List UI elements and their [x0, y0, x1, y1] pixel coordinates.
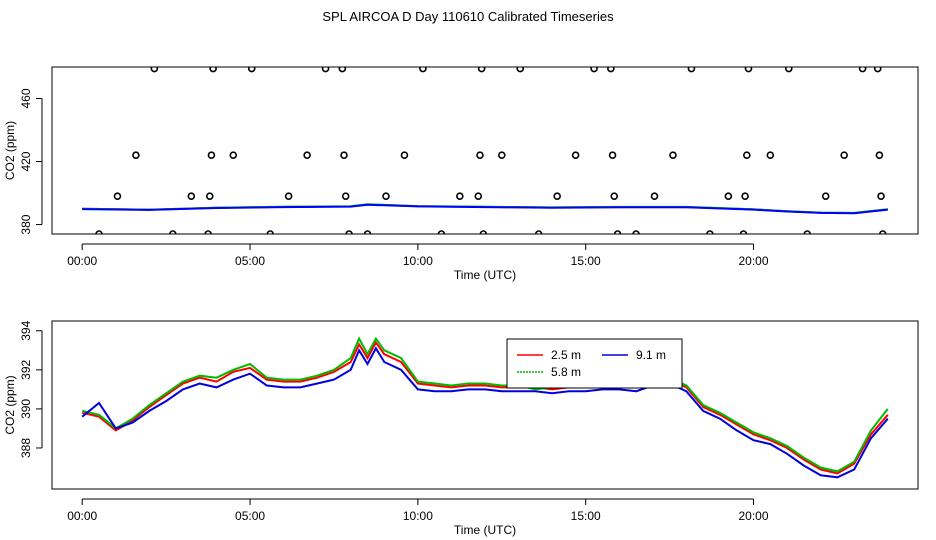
data-point [875, 151, 884, 160]
plot-area [81, 336, 889, 479]
data-point [209, 67, 217, 73]
data-point [803, 230, 812, 234]
data-point [687, 67, 696, 73]
series-line-2-5-m [81, 340, 889, 475]
data-point [534, 230, 543, 234]
data-point [363, 230, 372, 234]
data-point [132, 151, 140, 160]
data-point [743, 151, 751, 160]
y-tick-label: 390 [19, 399, 33, 419]
data-point [340, 151, 348, 160]
data-point [229, 151, 238, 160]
data-point [632, 230, 640, 234]
x-tick-label: 00:00 [67, 509, 97, 523]
data-point [341, 192, 350, 200]
data-point [766, 151, 775, 160]
x-tick-label: 20:00 [739, 509, 769, 523]
data-point [479, 230, 488, 234]
data-point [706, 230, 714, 234]
data-point [187, 192, 196, 200]
data-point [207, 151, 216, 160]
x-axis-label: Time (UTC) [454, 268, 516, 282]
data-point [784, 67, 793, 73]
data-point [382, 192, 390, 200]
data-point [456, 192, 464, 200]
data-point [303, 151, 311, 160]
data-point [613, 230, 622, 234]
data-point [284, 192, 293, 200]
legend-label: 2.5 m [551, 348, 581, 362]
data-point [497, 151, 506, 160]
x-tick-label: 15:00 [571, 254, 601, 268]
data-point [821, 192, 830, 200]
x-tick-label: 05:00 [235, 509, 265, 523]
data-point [858, 67, 867, 73]
plot-area [82, 67, 888, 234]
series-line-9-1-m [81, 346, 889, 479]
data-point [840, 151, 848, 160]
y-axis-label: CO2 (ppm) [3, 121, 17, 180]
data-point [476, 151, 484, 160]
x-tick-label: 05:00 [235, 254, 265, 268]
data-point [741, 192, 749, 200]
data-point [590, 67, 598, 73]
data-point [878, 230, 887, 234]
page-title: SPL AIRCOA D Day 110610 Calibrated Times… [322, 9, 614, 24]
data-point [437, 230, 446, 234]
legend: 2.5 m 5.8 m 9.1 m [506, 338, 683, 389]
data-point [739, 230, 748, 234]
data-point [553, 192, 561, 200]
y-tick-label: 460 [19, 88, 33, 108]
x-tick-label: 20:00 [739, 254, 769, 268]
data-point [571, 151, 580, 160]
series-line-3 [82, 203, 888, 215]
data-point [516, 67, 525, 73]
data-point [873, 67, 882, 73]
data-point [419, 67, 427, 73]
x-axis-label: Time (UTC) [454, 523, 516, 537]
plot-panel-1: 00:00 05:00 10:00 15:00 20:00 Time (UTC) 380 42… [3, 66, 919, 282]
data-point [724, 192, 733, 200]
data-point [877, 192, 885, 200]
data-point [113, 192, 122, 200]
data-point [204, 230, 212, 234]
legend-label: 5.8 m [551, 365, 581, 379]
data-point [474, 192, 483, 200]
data-point [338, 67, 347, 73]
plot-panel-2: 00:00 05:00 10:00 15:00 20:00 Time (UTC) 388 39… [3, 320, 919, 537]
x-tick-label: 10:00 [403, 509, 433, 523]
plot-frame [51, 320, 919, 490]
y-tick-label: 394 [19, 320, 33, 340]
data-point [607, 67, 615, 73]
data-point [95, 230, 103, 234]
data-point [608, 151, 617, 160]
data-point [266, 230, 274, 234]
legend-label: 9.1 m [636, 348, 666, 362]
y-axis-label: CO2 (ppm) [3, 375, 17, 434]
data-point [205, 192, 214, 200]
data-point [744, 67, 753, 73]
legend-box [506, 338, 683, 389]
data-point [321, 67, 330, 73]
x-tick-label: 10:00 [403, 254, 433, 268]
series-line-5-8-m [81, 336, 889, 473]
data-point [150, 67, 159, 73]
data-point [169, 230, 177, 234]
y-tick-label: 420 [19, 151, 33, 171]
data-point [345, 230, 353, 234]
y-tick-label: 380 [19, 214, 33, 234]
data-point [477, 67, 486, 73]
data-point [247, 67, 256, 73]
data-point [610, 192, 619, 200]
y-tick-label: 392 [19, 360, 33, 380]
data-point [669, 151, 677, 160]
data-point [650, 192, 659, 200]
data-point [400, 151, 409, 160]
x-tick-label: 00:00 [67, 254, 97, 268]
y-tick-label: 388 [19, 438, 33, 458]
x-tick-label: 15:00 [571, 509, 601, 523]
